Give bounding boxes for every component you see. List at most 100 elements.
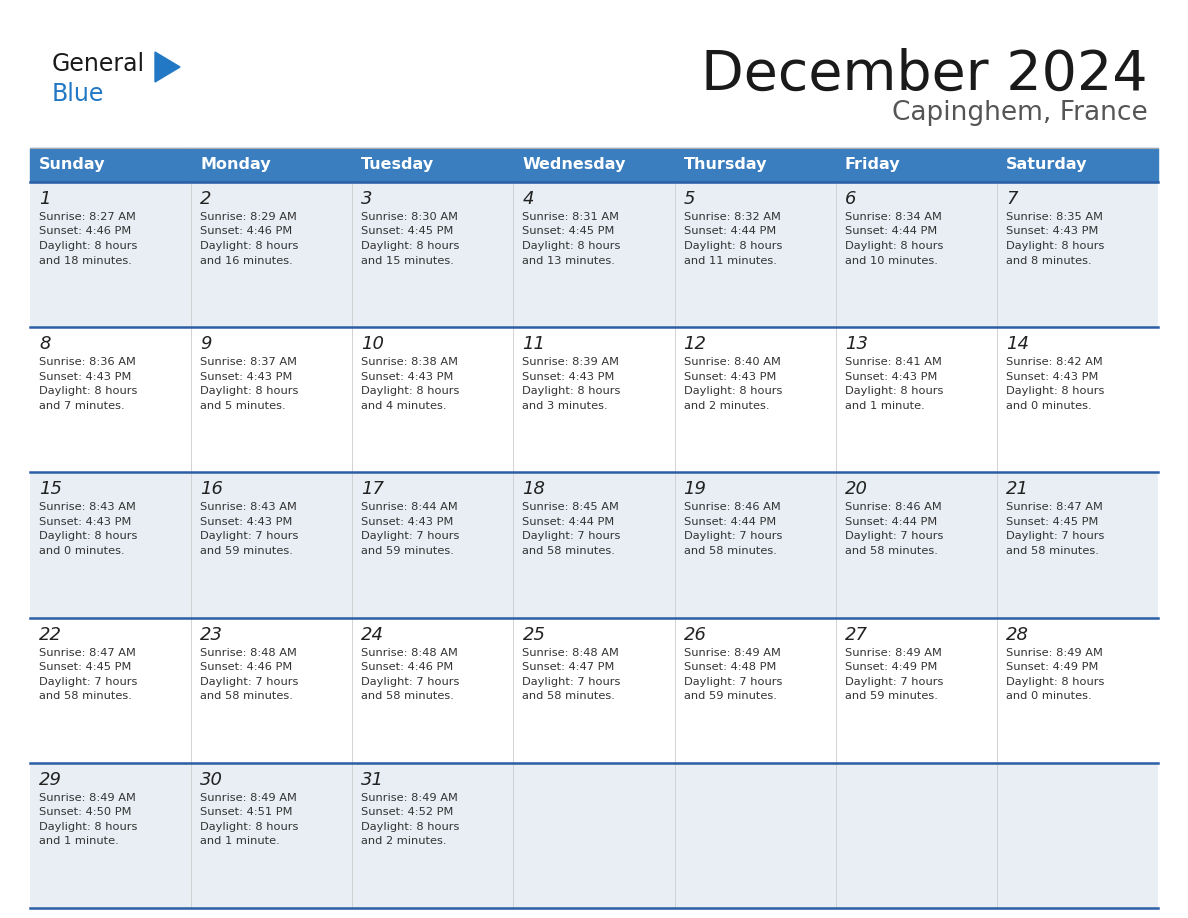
Text: Sunrise: 8:35 AM: Sunrise: 8:35 AM xyxy=(1006,212,1102,222)
Text: and 0 minutes.: and 0 minutes. xyxy=(1006,691,1092,701)
Text: Capinghem, France: Capinghem, France xyxy=(892,100,1148,126)
Text: Sunset: 4:45 PM: Sunset: 4:45 PM xyxy=(1006,517,1098,527)
Text: Sunrise: 8:36 AM: Sunrise: 8:36 AM xyxy=(39,357,135,367)
Text: 6: 6 xyxy=(845,190,857,208)
Bar xyxy=(191,182,353,327)
Text: Sunrise: 8:48 AM: Sunrise: 8:48 AM xyxy=(361,647,459,657)
Text: and 58 minutes.: and 58 minutes. xyxy=(683,546,777,556)
Bar xyxy=(675,182,835,327)
Bar xyxy=(835,327,997,473)
Text: and 18 minutes.: and 18 minutes. xyxy=(39,255,132,265)
Text: Sunset: 4:51 PM: Sunset: 4:51 PM xyxy=(200,807,292,817)
Polygon shape xyxy=(154,52,181,82)
Text: Saturday: Saturday xyxy=(1006,158,1087,173)
Text: 1: 1 xyxy=(39,190,51,208)
Text: Daylight: 8 hours: Daylight: 8 hours xyxy=(39,386,138,397)
Text: Sunset: 4:43 PM: Sunset: 4:43 PM xyxy=(1006,227,1098,237)
Text: and 59 minutes.: and 59 minutes. xyxy=(200,546,293,556)
Text: and 59 minutes.: and 59 minutes. xyxy=(683,691,777,701)
Text: 24: 24 xyxy=(361,625,384,644)
Text: Sunrise: 8:40 AM: Sunrise: 8:40 AM xyxy=(683,357,781,367)
Text: Sunrise: 8:37 AM: Sunrise: 8:37 AM xyxy=(200,357,297,367)
Text: Daylight: 8 hours: Daylight: 8 hours xyxy=(39,532,138,542)
Text: Sunrise: 8:49 AM: Sunrise: 8:49 AM xyxy=(200,793,297,803)
Bar xyxy=(997,618,1158,763)
Text: Daylight: 8 hours: Daylight: 8 hours xyxy=(845,386,943,397)
Text: Daylight: 7 hours: Daylight: 7 hours xyxy=(683,532,782,542)
Text: and 13 minutes.: and 13 minutes. xyxy=(523,255,615,265)
Text: Daylight: 7 hours: Daylight: 7 hours xyxy=(361,532,460,542)
Text: Sunrise: 8:32 AM: Sunrise: 8:32 AM xyxy=(683,212,781,222)
Bar xyxy=(30,327,191,473)
Text: Daylight: 8 hours: Daylight: 8 hours xyxy=(845,241,943,251)
Text: and 4 minutes.: and 4 minutes. xyxy=(361,400,447,410)
Text: and 58 minutes.: and 58 minutes. xyxy=(1006,546,1099,556)
Text: and 10 minutes.: and 10 minutes. xyxy=(845,255,937,265)
Text: Daylight: 8 hours: Daylight: 8 hours xyxy=(683,241,782,251)
Text: Sunrise: 8:42 AM: Sunrise: 8:42 AM xyxy=(1006,357,1102,367)
Text: 2: 2 xyxy=(200,190,211,208)
Bar xyxy=(997,148,1158,182)
Text: Sunset: 4:43 PM: Sunset: 4:43 PM xyxy=(39,517,132,527)
Bar xyxy=(835,182,997,327)
Text: 20: 20 xyxy=(845,480,867,498)
Text: Sunrise: 8:48 AM: Sunrise: 8:48 AM xyxy=(200,647,297,657)
Bar xyxy=(675,763,835,908)
Text: Sunset: 4:46 PM: Sunset: 4:46 PM xyxy=(200,662,292,672)
Text: and 58 minutes.: and 58 minutes. xyxy=(39,691,132,701)
Text: Sunset: 4:45 PM: Sunset: 4:45 PM xyxy=(523,227,615,237)
Text: and 59 minutes.: and 59 minutes. xyxy=(845,691,937,701)
Text: Blue: Blue xyxy=(52,82,105,106)
Text: Daylight: 8 hours: Daylight: 8 hours xyxy=(361,822,460,832)
Text: Sunrise: 8:47 AM: Sunrise: 8:47 AM xyxy=(1006,502,1102,512)
Text: and 1 minute.: and 1 minute. xyxy=(845,400,924,410)
Text: Daylight: 8 hours: Daylight: 8 hours xyxy=(1006,677,1104,687)
Text: 15: 15 xyxy=(39,480,62,498)
Text: 11: 11 xyxy=(523,335,545,353)
Text: Sunrise: 8:39 AM: Sunrise: 8:39 AM xyxy=(523,357,619,367)
Bar xyxy=(353,327,513,473)
Text: Daylight: 8 hours: Daylight: 8 hours xyxy=(683,386,782,397)
Bar xyxy=(191,618,353,763)
Text: Daylight: 8 hours: Daylight: 8 hours xyxy=(361,241,460,251)
Text: Daylight: 8 hours: Daylight: 8 hours xyxy=(523,386,621,397)
Bar xyxy=(835,148,997,182)
Text: 16: 16 xyxy=(200,480,223,498)
Text: 7: 7 xyxy=(1006,190,1017,208)
Text: 10: 10 xyxy=(361,335,384,353)
Text: Sunrise: 8:49 AM: Sunrise: 8:49 AM xyxy=(683,647,781,657)
Text: Sunrise: 8:41 AM: Sunrise: 8:41 AM xyxy=(845,357,942,367)
Text: Sunset: 4:43 PM: Sunset: 4:43 PM xyxy=(361,372,454,382)
Text: 25: 25 xyxy=(523,625,545,644)
Text: Sunrise: 8:47 AM: Sunrise: 8:47 AM xyxy=(39,647,135,657)
Text: Sunset: 4:44 PM: Sunset: 4:44 PM xyxy=(683,227,776,237)
Text: 29: 29 xyxy=(39,771,62,789)
Text: 5: 5 xyxy=(683,190,695,208)
Text: Sunrise: 8:48 AM: Sunrise: 8:48 AM xyxy=(523,647,619,657)
Text: 31: 31 xyxy=(361,771,384,789)
Bar xyxy=(191,473,353,618)
Text: Sunset: 4:43 PM: Sunset: 4:43 PM xyxy=(683,372,776,382)
Bar xyxy=(30,473,191,618)
Text: and 58 minutes.: and 58 minutes. xyxy=(200,691,293,701)
Bar xyxy=(191,763,353,908)
Text: 3: 3 xyxy=(361,190,373,208)
Text: Sunrise: 8:31 AM: Sunrise: 8:31 AM xyxy=(523,212,619,222)
Bar xyxy=(353,473,513,618)
Text: Daylight: 7 hours: Daylight: 7 hours xyxy=(523,532,621,542)
Text: Sunset: 4:46 PM: Sunset: 4:46 PM xyxy=(39,227,131,237)
Text: and 1 minute.: and 1 minute. xyxy=(39,836,119,846)
Text: and 16 minutes.: and 16 minutes. xyxy=(200,255,293,265)
Text: Sunset: 4:43 PM: Sunset: 4:43 PM xyxy=(39,372,132,382)
Text: Friday: Friday xyxy=(845,158,901,173)
Text: Daylight: 7 hours: Daylight: 7 hours xyxy=(200,532,298,542)
Text: Daylight: 8 hours: Daylight: 8 hours xyxy=(200,386,298,397)
Text: Tuesday: Tuesday xyxy=(361,158,435,173)
Bar xyxy=(30,182,191,327)
Text: and 2 minutes.: and 2 minutes. xyxy=(361,836,447,846)
Bar xyxy=(675,327,835,473)
Text: Sunrise: 8:43 AM: Sunrise: 8:43 AM xyxy=(39,502,135,512)
Bar xyxy=(353,763,513,908)
Text: Daylight: 8 hours: Daylight: 8 hours xyxy=(1006,241,1104,251)
Text: Sunset: 4:50 PM: Sunset: 4:50 PM xyxy=(39,807,132,817)
